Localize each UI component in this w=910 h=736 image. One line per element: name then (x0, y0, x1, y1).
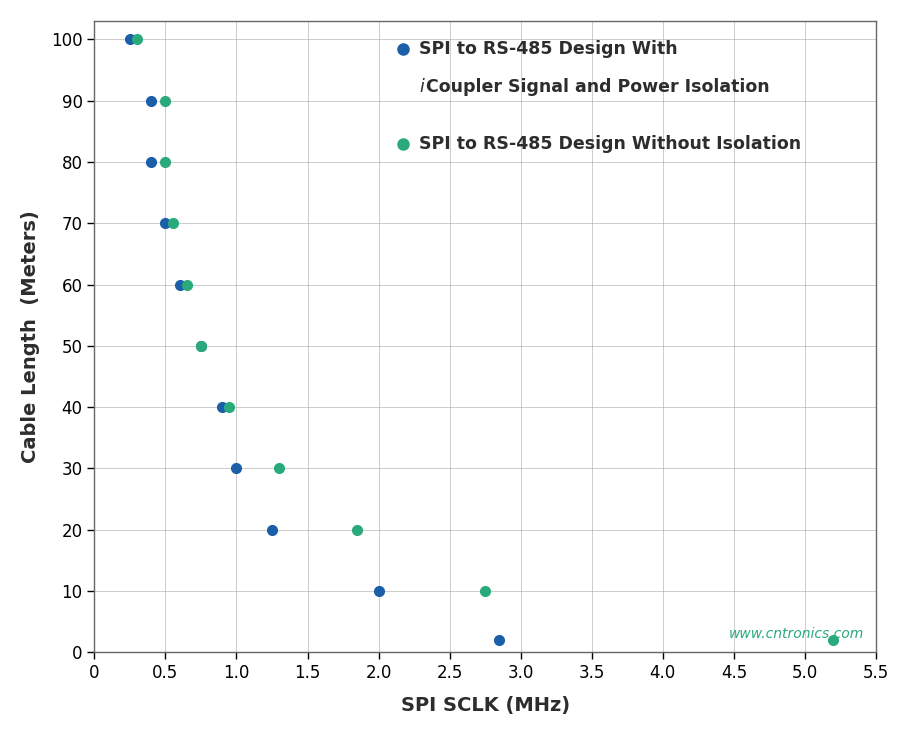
Text: $i$: $i$ (419, 78, 426, 96)
Point (478, 585, 492, 597)
Point (144, 156, 158, 168)
Point (166, 217, 180, 229)
Text: SPI to RS-485 Design Without Isolation: SPI to RS-485 Design Without Isolation (419, 135, 801, 153)
Point (172, 279, 187, 291)
Point (265, 524, 279, 536)
Point (130, 33, 145, 45)
Point (123, 33, 137, 45)
Point (179, 279, 194, 291)
Text: SPI to RS-485 Design With: SPI to RS-485 Design With (419, 40, 677, 58)
Point (222, 401, 237, 413)
X-axis label: SPI SCLK (MHz): SPI SCLK (MHz) (400, 696, 570, 715)
Point (826, 634, 841, 646)
Point (144, 95, 158, 107)
Point (492, 634, 507, 646)
Point (350, 524, 365, 536)
Point (158, 95, 173, 107)
Point (371, 585, 386, 597)
Point (158, 217, 173, 229)
Text: www.cntronics.com: www.cntronics.com (729, 627, 864, 641)
Point (229, 463, 244, 475)
Text: Coupler Signal and Power Isolation: Coupler Signal and Power Isolation (426, 78, 770, 96)
Point (272, 463, 287, 475)
Point (194, 340, 208, 352)
Point (158, 156, 173, 168)
Point (194, 340, 208, 352)
Point (215, 401, 229, 413)
Y-axis label: Cable Length  (Meters): Cable Length (Meters) (21, 210, 40, 463)
